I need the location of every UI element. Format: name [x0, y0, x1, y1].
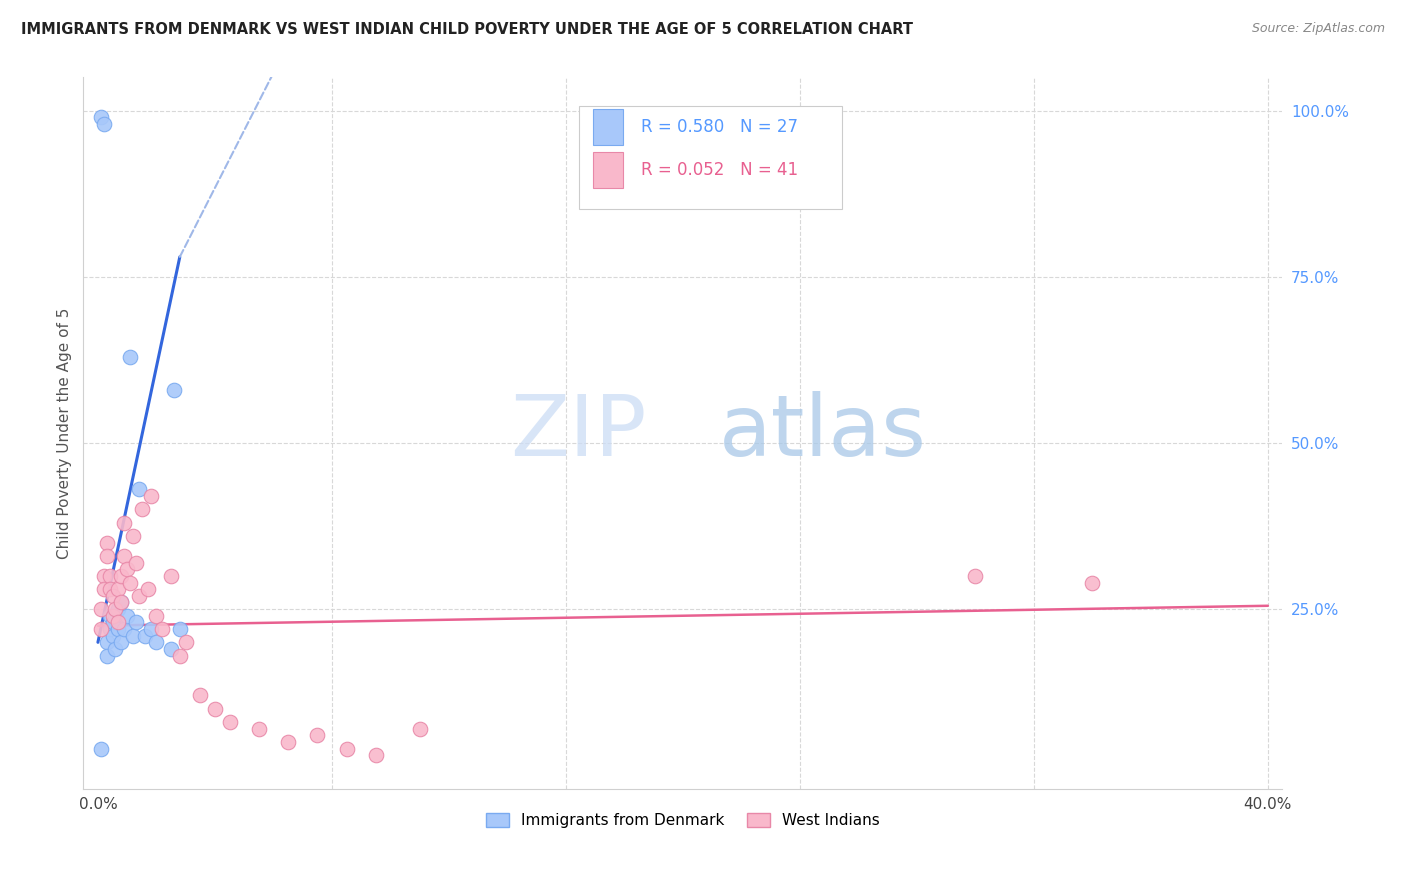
- Text: ZIP: ZIP: [510, 392, 647, 475]
- Point: [115, 608, 138, 623]
- Point: [96, 549, 118, 563]
- Point: [160, 642, 183, 657]
- Point: [122, 629, 145, 643]
- Point: [107, 582, 129, 596]
- Point: [98, 622, 121, 636]
- Point: [104, 602, 127, 616]
- Point: [160, 569, 183, 583]
- Point: [112, 516, 135, 530]
- Point: [110, 635, 132, 649]
- Point: [364, 748, 387, 763]
- Point: [125, 556, 148, 570]
- Point: [96, 535, 118, 549]
- Text: R = 0.580   N = 27: R = 0.580 N = 27: [641, 119, 799, 136]
- Point: [101, 589, 124, 603]
- Point: [163, 383, 186, 397]
- Point: [90, 622, 112, 636]
- Point: [93, 569, 115, 583]
- Point: [247, 722, 270, 736]
- Point: [335, 741, 357, 756]
- Point: [204, 702, 226, 716]
- Point: [307, 728, 329, 742]
- Point: [107, 615, 129, 630]
- Point: [122, 529, 145, 543]
- Point: [98, 582, 121, 596]
- Point: [145, 635, 167, 649]
- Point: [169, 648, 191, 663]
- Point: [188, 689, 211, 703]
- Point: [96, 648, 118, 663]
- Point: [90, 602, 112, 616]
- Point: [120, 575, 142, 590]
- Point: [93, 582, 115, 596]
- Point: [110, 569, 132, 583]
- Text: Source: ZipAtlas.com: Source: ZipAtlas.com: [1251, 22, 1385, 36]
- Point: [112, 622, 135, 636]
- Point: [90, 741, 112, 756]
- Point: [169, 622, 191, 636]
- Point: [101, 629, 124, 643]
- Point: [107, 602, 129, 616]
- Legend: Immigrants from Denmark, West Indians: Immigrants from Denmark, West Indians: [479, 807, 886, 834]
- Y-axis label: Child Poverty Under the Age of 5: Child Poverty Under the Age of 5: [58, 308, 72, 558]
- Point: [98, 569, 121, 583]
- Point: [136, 582, 159, 596]
- Point: [131, 502, 153, 516]
- Point: [139, 622, 162, 636]
- Point: [1081, 575, 1104, 590]
- Point: [101, 615, 124, 630]
- FancyBboxPatch shape: [593, 153, 623, 187]
- Point: [90, 111, 112, 125]
- Point: [107, 622, 129, 636]
- Point: [96, 635, 118, 649]
- Point: [408, 722, 430, 736]
- Point: [128, 483, 150, 497]
- Point: [93, 117, 115, 131]
- Point: [101, 608, 124, 623]
- Text: R = 0.052   N = 41: R = 0.052 N = 41: [641, 161, 799, 179]
- Point: [965, 569, 987, 583]
- Point: [134, 629, 156, 643]
- Point: [120, 350, 142, 364]
- Point: [128, 589, 150, 603]
- Point: [115, 562, 138, 576]
- Text: IMMIGRANTS FROM DENMARK VS WEST INDIAN CHILD POVERTY UNDER THE AGE OF 5 CORRELAT: IMMIGRANTS FROM DENMARK VS WEST INDIAN C…: [21, 22, 912, 37]
- FancyBboxPatch shape: [578, 106, 842, 209]
- Point: [104, 608, 127, 623]
- Point: [110, 595, 132, 609]
- Point: [112, 549, 135, 563]
- Text: atlas: atlas: [718, 392, 927, 475]
- FancyBboxPatch shape: [593, 110, 623, 145]
- Point: [125, 615, 148, 630]
- Point: [150, 622, 173, 636]
- Point: [145, 608, 167, 623]
- Point: [277, 735, 299, 749]
- Point: [104, 642, 127, 657]
- Point: [218, 714, 240, 729]
- Point: [110, 595, 132, 609]
- Point: [98, 608, 121, 623]
- Point: [139, 489, 162, 503]
- Point: [174, 635, 197, 649]
